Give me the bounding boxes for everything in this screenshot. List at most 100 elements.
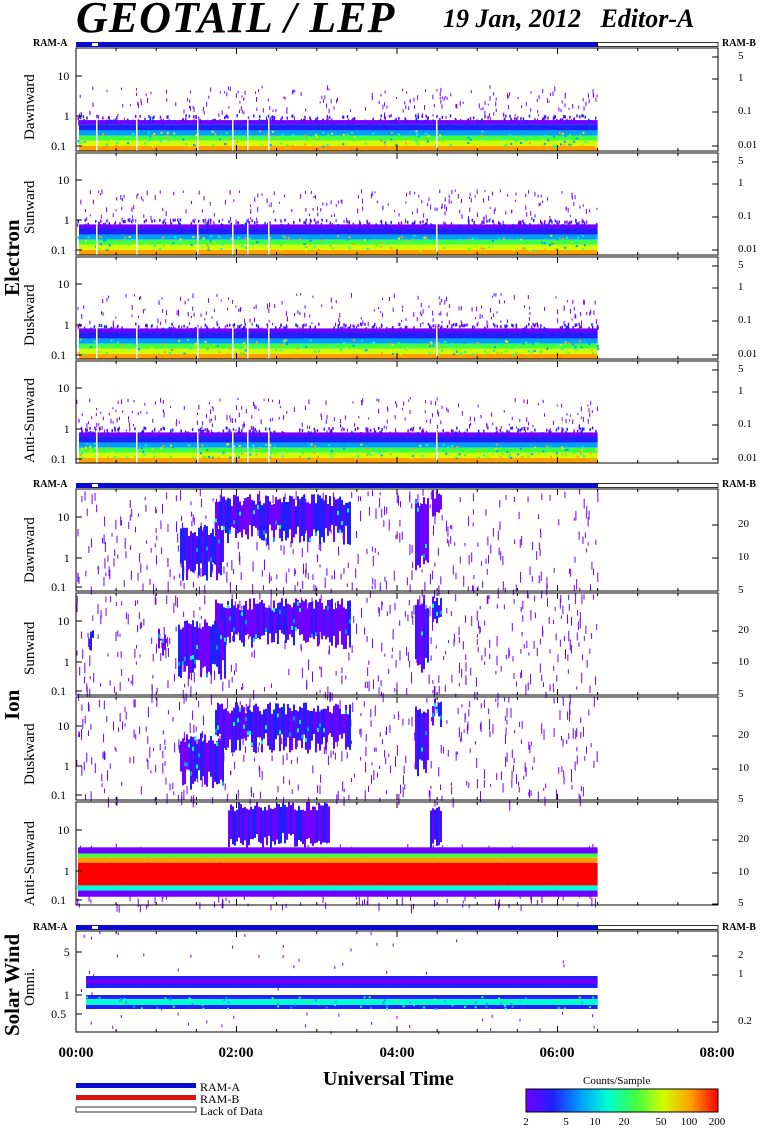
heatmap-mark	[417, 295, 419, 300]
heatmap-mark	[506, 319, 508, 324]
heatmap-mark	[269, 117, 272, 121]
heatmap-mark	[261, 770, 263, 780]
heatmap-mark	[240, 323, 242, 326]
heatmap-mark	[450, 429, 453, 433]
heatmap-mark	[421, 631, 423, 636]
heatmap-mark	[349, 345, 352, 348]
heatmap-mark	[316, 810, 318, 843]
heatmap-mark	[523, 399, 525, 404]
heatmap-mark	[563, 305, 565, 310]
heatmap-mark	[450, 240, 453, 243]
heatmap-mark	[291, 208, 293, 212]
heatmap-mark	[428, 197, 430, 202]
heatmap-mark	[566, 427, 569, 431]
heatmap-mark	[461, 411, 463, 416]
heatmap-mark	[489, 730, 491, 738]
heatmap-mark	[313, 245, 316, 248]
heatmap-mark	[187, 1022, 189, 1026]
heatmap-mark	[597, 491, 599, 503]
heatmap-mark	[333, 345, 336, 348]
heatmap-mark	[578, 424, 580, 430]
heatmap-mark	[595, 97, 597, 102]
heatmap-mark	[521, 105, 523, 109]
heatmap-mark	[277, 785, 279, 793]
heatmap-mark	[566, 448, 569, 451]
heatmap-mark	[166, 89, 168, 94]
heatmap-mark	[102, 116, 104, 120]
heatmap-mark	[438, 296, 440, 300]
heatmap-mark	[373, 341, 376, 344]
heatmap-mark	[143, 618, 145, 626]
heatmap-mark	[295, 710, 297, 750]
heatmap-mark	[267, 704, 269, 746]
heatmap-mark	[498, 547, 500, 556]
heatmap-mark	[390, 138, 393, 141]
heatmap-mark	[224, 116, 226, 120]
heatmap-mark	[265, 607, 267, 632]
heatmap-mark	[238, 444, 241, 447]
heatmap-mark	[309, 314, 311, 318]
heatmap-mark	[214, 743, 216, 782]
heatmap-mark	[588, 118, 590, 122]
heatmap-mark	[381, 313, 383, 318]
heatmap-mark	[434, 707, 436, 717]
heatmap-mark	[149, 578, 151, 585]
heatmap-mark	[235, 663, 237, 672]
heatmap-mark	[88, 545, 90, 554]
heatmap-mark	[430, 810, 432, 848]
heatmap-mark	[417, 444, 420, 447]
heatmap-mark	[547, 116, 549, 120]
heatmap-mark	[484, 115, 486, 119]
heatmap-mark	[589, 209, 591, 213]
heatmap-mark	[260, 119, 263, 123]
heatmap-mark	[322, 202, 324, 206]
heatmap-mark	[574, 195, 576, 200]
heatmap-mark	[105, 596, 107, 603]
heatmap-mark	[396, 531, 398, 539]
heatmap-mark	[405, 119, 407, 123]
heatmap-mark	[393, 119, 396, 123]
heatmap-mark	[507, 95, 509, 99]
heatmap-mark	[333, 417, 335, 422]
heatmap-mark	[229, 190, 231, 194]
heatmap-mark	[190, 501, 192, 506]
heatmap-mark	[498, 899, 500, 908]
heatmap-mark	[440, 598, 442, 617]
heatmap-mark	[104, 542, 106, 553]
heatmap-mark	[440, 87, 442, 93]
heatmap-mark	[550, 234, 553, 237]
heatmap-mark	[282, 235, 285, 238]
heatmap-mark	[173, 575, 175, 580]
heatmap-mark	[405, 346, 408, 349]
heatmap-mark	[243, 754, 245, 762]
heatmap-mark	[531, 216, 533, 221]
heatmap-mark	[132, 424, 134, 427]
heatmap-mark	[461, 844, 463, 850]
heatmap-mark	[450, 326, 453, 330]
heatmap-mark	[299, 607, 301, 612]
heatmap-mark	[271, 115, 273, 119]
heatmap-mark	[311, 711, 313, 741]
heatmap-mark	[510, 117, 512, 121]
heatmap-mark	[163, 328, 166, 332]
heatmap-mark	[351, 582, 353, 591]
heatmap-mark	[227, 711, 229, 748]
heatmap-mark	[295, 598, 297, 631]
heatmap-mark	[386, 970, 388, 974]
heatmap-mark	[386, 242, 389, 245]
heatmap-mark	[404, 348, 407, 351]
heatmap-mark	[291, 607, 293, 638]
heatmap-mark	[261, 599, 263, 636]
heatmap-mark	[589, 412, 591, 417]
heatmap-mark	[350, 323, 352, 328]
heatmap-mark	[554, 86, 556, 92]
heatmap-mark	[493, 245, 496, 248]
heatmap-mark	[549, 430, 552, 434]
heatmap-mark	[279, 707, 281, 752]
heatmap-mark	[548, 219, 551, 223]
heatmap-mark	[504, 350, 507, 353]
heatmap-mark	[595, 676, 597, 685]
heatmap-mark	[108, 295, 110, 299]
heatmap-mark	[588, 709, 590, 716]
heatmap-mark	[281, 706, 283, 735]
